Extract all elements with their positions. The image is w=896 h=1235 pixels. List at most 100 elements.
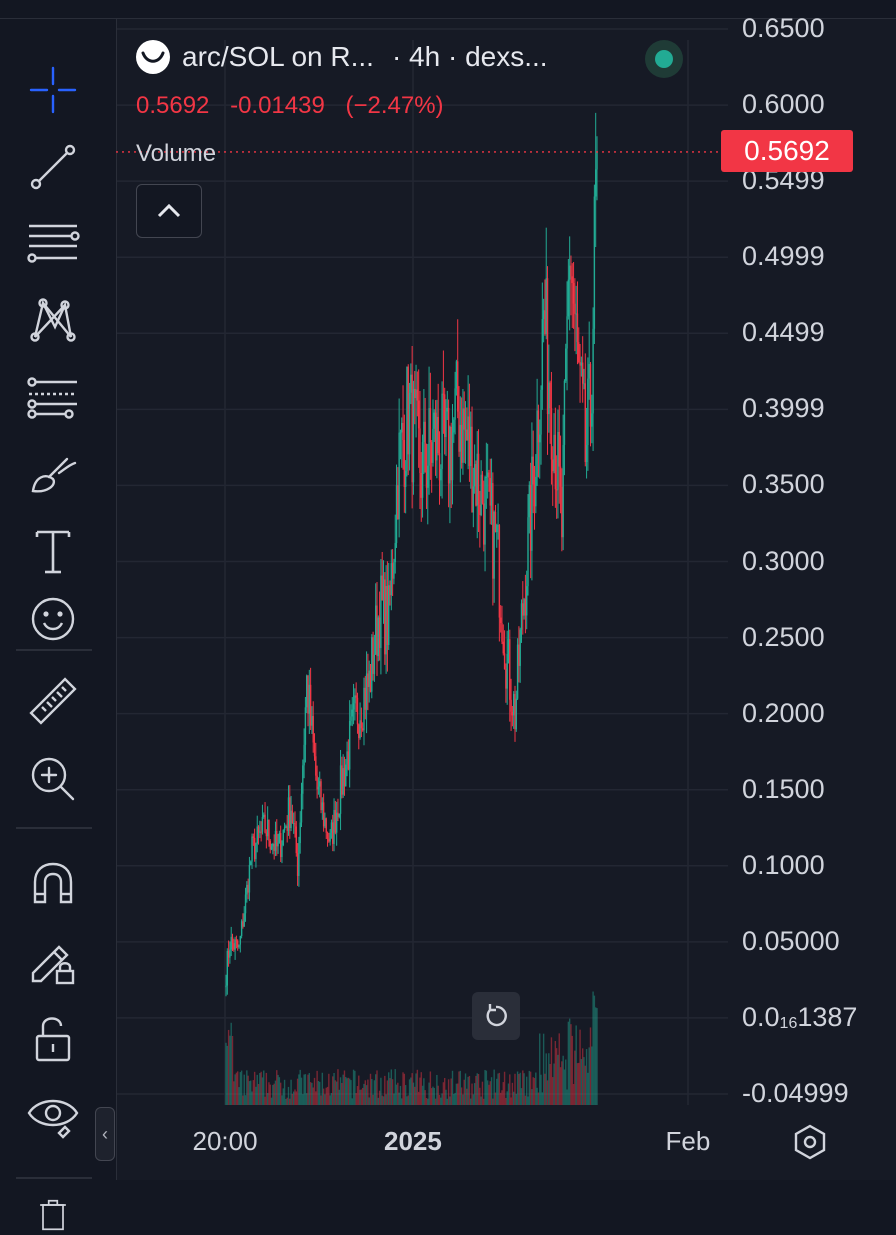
- candle-body: [549, 382, 551, 409]
- volume-bar: [388, 1072, 390, 1105]
- price-tick-label: -0.04999: [742, 1078, 849, 1108]
- price-tick-label: 0.2500: [742, 621, 825, 652]
- candle-body: [499, 617, 502, 623]
- market-status-indicator[interactable]: [645, 40, 683, 78]
- ruler-tool[interactable]: [22, 671, 84, 733]
- volume-bar: [312, 1087, 314, 1105]
- chart-legend[interactable]: arc/SOL on R... · 4h · dexs...: [136, 40, 548, 74]
- candle-body: [588, 364, 590, 379]
- volume-bar: [234, 1074, 236, 1105]
- expand-legend-button[interactable]: [136, 184, 202, 238]
- candle-body: [552, 459, 554, 472]
- volume-bar: [278, 1077, 281, 1105]
- candle-body: [468, 416, 471, 467]
- candle-body: [572, 283, 575, 304]
- volume-bar: [471, 1083, 473, 1105]
- zoom-in-tool[interactable]: [22, 748, 84, 810]
- candle-body: [455, 361, 458, 389]
- volume-bar: [519, 1072, 521, 1105]
- candle-body: [519, 629, 521, 666]
- reset-chart-button[interactable]: [472, 992, 520, 1040]
- chart-settings-button[interactable]: [790, 1122, 830, 1162]
- candle-body: [233, 943, 235, 950]
- candle-body: [311, 716, 313, 726]
- volume-bar: [438, 1094, 441, 1105]
- candle-body: [485, 476, 488, 478]
- volume-bar: [524, 1095, 527, 1105]
- brush-tool[interactable]: [22, 444, 84, 506]
- price-chart[interactable]: [0, 0, 896, 1200]
- volume-bar: [225, 1042, 227, 1105]
- candle-body: [367, 673, 369, 687]
- candle-body: [380, 575, 382, 648]
- volume-bar: [329, 1095, 331, 1105]
- volume-bar: [447, 1079, 450, 1105]
- volume-bar: [489, 1081, 491, 1105]
- pattern-tool[interactable]: [22, 290, 84, 352]
- symbol-title[interactable]: arc/SOL on R...: [182, 41, 374, 72]
- volume-bar: [330, 1093, 333, 1105]
- candle-body: [391, 563, 394, 579]
- volume-bar: [325, 1087, 327, 1105]
- trend-line-tool[interactable]: [22, 136, 84, 198]
- volume-bar: [592, 991, 594, 1105]
- volume-bar: [445, 1089, 447, 1105]
- top-bar: [0, 0, 896, 19]
- volume-bar: [419, 1077, 421, 1105]
- volume-bar: [337, 1069, 339, 1105]
- candle-body: [384, 579, 386, 655]
- candle-body: [505, 669, 507, 689]
- candle-body: [523, 599, 525, 616]
- candle-body: [559, 466, 562, 487]
- change-percent: (−2.47%): [345, 92, 444, 119]
- volume-bar: [248, 1081, 251, 1105]
- eye-tool[interactable]: [22, 1084, 84, 1146]
- candle-body: [458, 411, 460, 452]
- volume-bar: [309, 1082, 312, 1105]
- volume-bar: [406, 1096, 408, 1105]
- chart-pane[interactable]: [116, 19, 896, 1180]
- unlock-tool[interactable]: [22, 1007, 84, 1069]
- magnet-tool[interactable]: [22, 853, 84, 915]
- emoji-tool[interactable]: [22, 588, 84, 650]
- candle-body: [479, 504, 481, 516]
- candle-body: [248, 864, 251, 893]
- volume-bar: [272, 1084, 274, 1105]
- volume-bar: [352, 1069, 355, 1105]
- last-price-value: 0.5692: [136, 92, 210, 119]
- candle-body: [515, 698, 517, 730]
- collapse-toolbar-button[interactable]: ‹: [95, 1107, 115, 1161]
- volume-bar: [281, 1095, 283, 1105]
- candle-body: [486, 472, 489, 477]
- candle-body: [583, 383, 585, 385]
- volume-bar: [507, 1083, 510, 1105]
- volume-bar: [430, 1088, 433, 1105]
- candle-body: [270, 846, 273, 850]
- volume-bar: [286, 1097, 288, 1105]
- volume-bar: [332, 1076, 334, 1105]
- fib-tool[interactable]: [22, 367, 84, 429]
- volume-bar: [342, 1074, 344, 1105]
- horizontal-lines-tool[interactable]: [22, 213, 84, 275]
- volume-bar: [355, 1093, 357, 1105]
- volume-bar: [558, 1033, 560, 1105]
- volume-bar: [440, 1097, 442, 1105]
- crosshair-icon: [29, 66, 77, 114]
- candle-body: [343, 768, 346, 787]
- volume-bar: [494, 1092, 497, 1105]
- candle-body: [553, 434, 555, 472]
- lock-drawing-tool[interactable]: [22, 930, 84, 992]
- volume-bar: [553, 1063, 555, 1105]
- text-tool[interactable]: [22, 521, 84, 583]
- candle-body: [462, 408, 464, 463]
- volume-indicator-label[interactable]: Volume: [136, 140, 217, 167]
- volume-bar: [522, 1070, 524, 1105]
- volume-bar: [375, 1074, 377, 1105]
- interval-label[interactable]: · 4h · dexs...: [391, 41, 548, 72]
- zoom-in-icon: [31, 757, 75, 801]
- candle-body: [429, 408, 432, 443]
- candle-body: [381, 575, 383, 601]
- crosshair-tool[interactable]: [22, 59, 84, 121]
- volume-bar: [446, 1098, 448, 1105]
- candle-body: [445, 411, 447, 437]
